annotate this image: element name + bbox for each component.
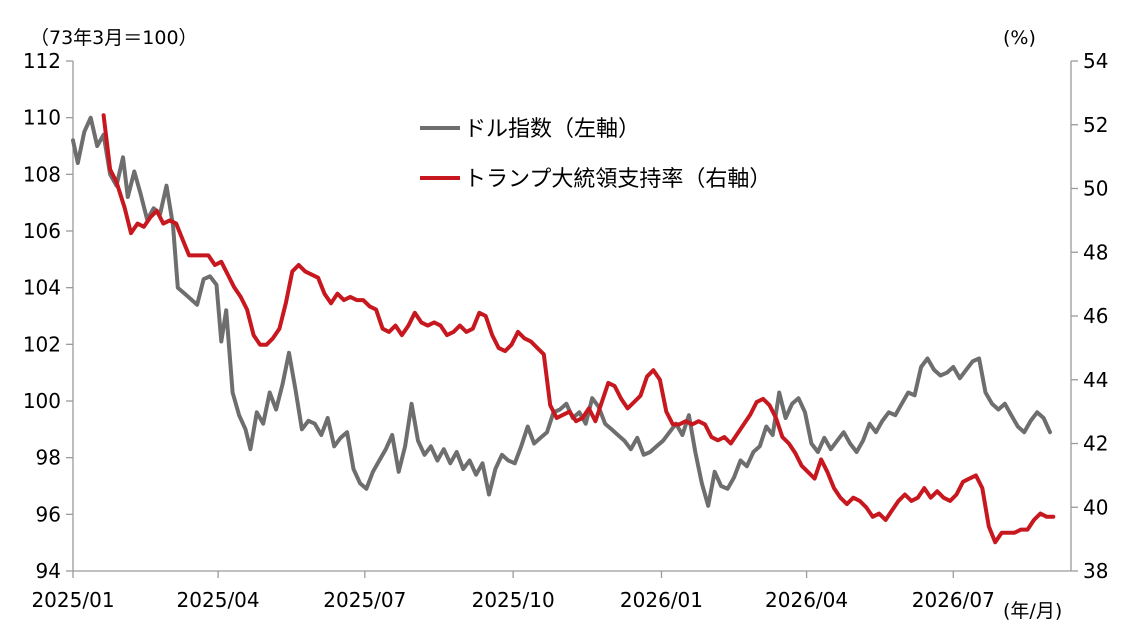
left-tick-label: 102 <box>23 332 61 356</box>
left-tick-label: 98 <box>36 446 61 470</box>
left-tick-label: 104 <box>23 276 61 300</box>
x-tick-label: 2026/07 <box>912 588 995 612</box>
approval-rating-line <box>101 113 1056 545</box>
right-tick-label: 48 <box>1083 240 1108 264</box>
left-tick-label: 110 <box>23 106 61 130</box>
right-tick-label: 38 <box>1083 559 1108 583</box>
left-tick-label: 106 <box>23 219 61 243</box>
x-tick-label: 2025/04 <box>177 588 260 612</box>
right-tick-label: 52 <box>1083 113 1108 137</box>
right-tick-label: 42 <box>1083 432 1108 456</box>
left-tick-label: 100 <box>23 389 61 413</box>
legend-label: ドル指数（左軸） <box>464 117 640 142</box>
right-axis-unit-label: (%) <box>1003 27 1036 49</box>
axes: 94 96 98 100 102 104 106 108 110 112 38 40 42 44 46 48 5… <box>23 49 1109 612</box>
right-tick-label: 46 <box>1083 304 1108 328</box>
right-tick-label: 54 <box>1083 49 1108 73</box>
right-tick-label: 44 <box>1083 368 1108 392</box>
x-tick-label: 2025/07 <box>323 588 406 612</box>
series-lines <box>71 113 1056 545</box>
right-tick-label: 50 <box>1083 177 1108 201</box>
x-tick-label: 2025/01 <box>31 588 114 612</box>
left-tick-label: 112 <box>23 49 61 73</box>
x-tick-label: 2026/04 <box>765 588 848 612</box>
left-tick-label: 94 <box>36 559 61 583</box>
legend: ドル指数（左軸） トランプ大統領支持率（右軸） <box>420 117 771 192</box>
left-tick-label: 108 <box>23 162 61 186</box>
left-axis-unit-label: （73年3月＝100） <box>30 27 198 49</box>
left-tick-label: 96 <box>36 502 61 526</box>
dollar-index-line <box>71 115 1052 508</box>
x-tick-label: 2026/01 <box>620 588 703 612</box>
x-tick-label: 2025/10 <box>472 588 555 612</box>
legend-label: トランプ大統領支持率（右軸） <box>464 167 771 192</box>
x-axis-unit-label: (年/月) <box>1003 600 1062 622</box>
right-tick-label: 40 <box>1083 495 1108 519</box>
